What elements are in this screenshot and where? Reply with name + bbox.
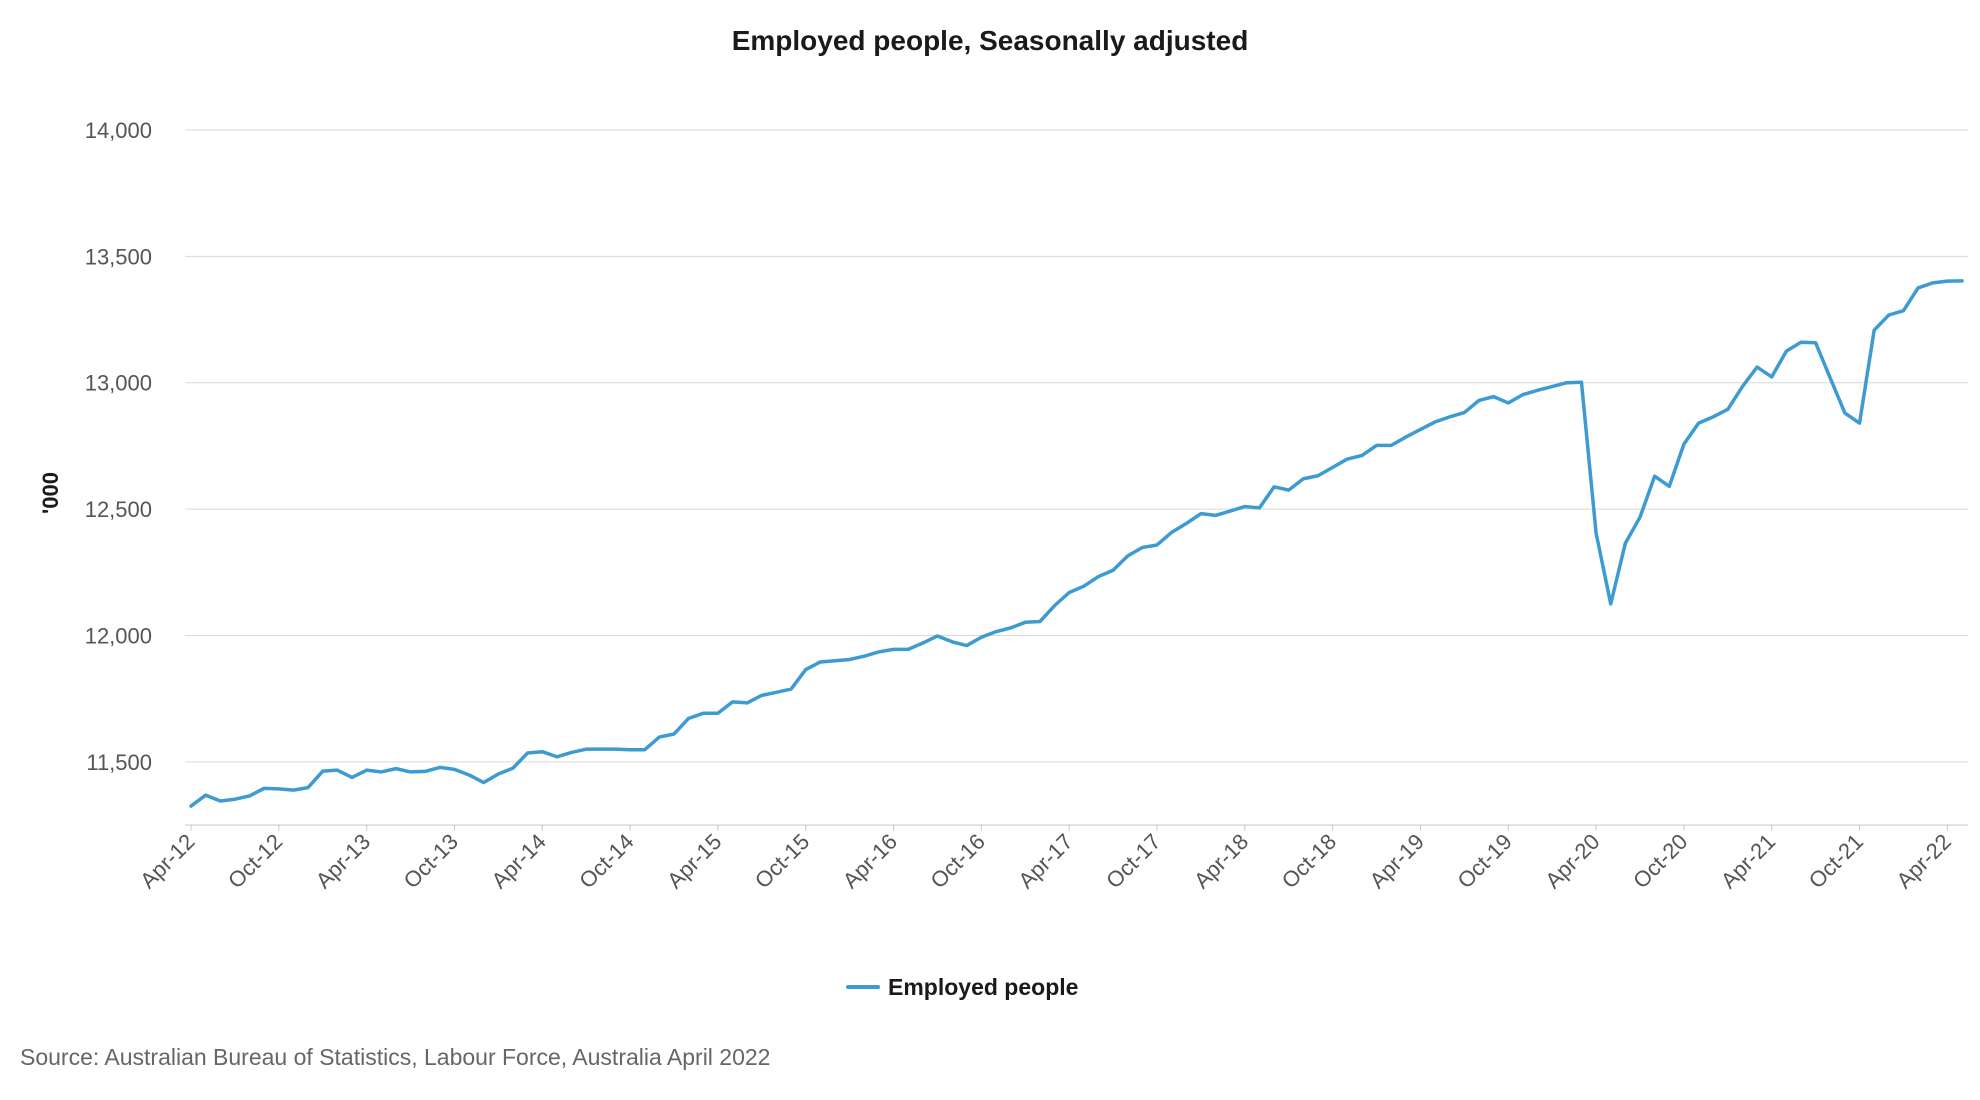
chart-title: Employed people, Seasonally adjusted	[732, 25, 1249, 56]
x-tick-label-Oct-19: Oct-19	[1452, 829, 1516, 893]
x-tick-label-Oct-13: Oct-13	[399, 829, 463, 893]
x-tick-label-Apr-15: Apr-15	[662, 829, 726, 893]
gridlines	[185, 129, 1968, 763]
x-tick-label-Oct-17: Oct-17	[1101, 829, 1165, 893]
x-axis-ticks: Apr-12 Oct-12 Apr-13 Oct-13 Apr-14 Oct-14 Apr-…	[135, 825, 1956, 893]
y-tick-label-12500: 12,500	[85, 497, 152, 522]
x-tick-label-Apr-12: Apr-12	[135, 829, 199, 893]
x-tick-label-Apr-18: Apr-18	[1189, 829, 1253, 893]
x-tick-label-Apr-17: Apr-17	[1013, 829, 1077, 893]
series-line-employed-people	[189, 279, 1964, 808]
x-tick-label-Apr-21: Apr-21	[1716, 829, 1780, 893]
x-tick-label-Oct-14: Oct-14	[574, 829, 638, 893]
x-tick-label-Apr-16: Apr-16	[838, 829, 902, 893]
x-tick-label-Apr-19: Apr-19	[1365, 829, 1429, 893]
x-tick-label-Apr-14: Apr-14	[486, 829, 550, 893]
legend[interactable]: Employed people	[846, 974, 1078, 1000]
x-tick-label-Apr-13: Apr-13	[311, 829, 375, 893]
x-tick-label-Apr-22: Apr-22	[1892, 829, 1956, 893]
x-tick-label-Oct-20: Oct-20	[1628, 829, 1692, 893]
y-tick-label-12000: 12,000	[85, 623, 152, 648]
legend-label-employed-people[interactable]: Employed people	[888, 974, 1078, 1000]
x-tick-label-Apr-20: Apr-20	[1540, 829, 1604, 893]
y-tick-label-13000: 13,000	[85, 371, 152, 396]
x-tick-label-Oct-21: Oct-21	[1804, 829, 1868, 893]
y-tick-label-11500: 11,500	[86, 750, 152, 775]
y-tick-label-13500: 13,500	[85, 244, 152, 269]
y-axis-ticks: 11,500 12,000 12,500 13,000 13,500 14,000	[85, 118, 152, 775]
series-layer	[189, 279, 1964, 808]
y-axis-label: '000	[38, 472, 63, 514]
y-tick-label-14000: 14,000	[85, 118, 152, 143]
x-tick-label-Oct-16: Oct-16	[926, 829, 990, 893]
source-note: Source: Australian Bureau of Statistics,…	[20, 1044, 770, 1070]
x-tick-label-Oct-18: Oct-18	[1277, 829, 1341, 893]
x-tick-label-Oct-12: Oct-12	[223, 829, 287, 893]
x-tick-label-Oct-15: Oct-15	[750, 829, 814, 893]
